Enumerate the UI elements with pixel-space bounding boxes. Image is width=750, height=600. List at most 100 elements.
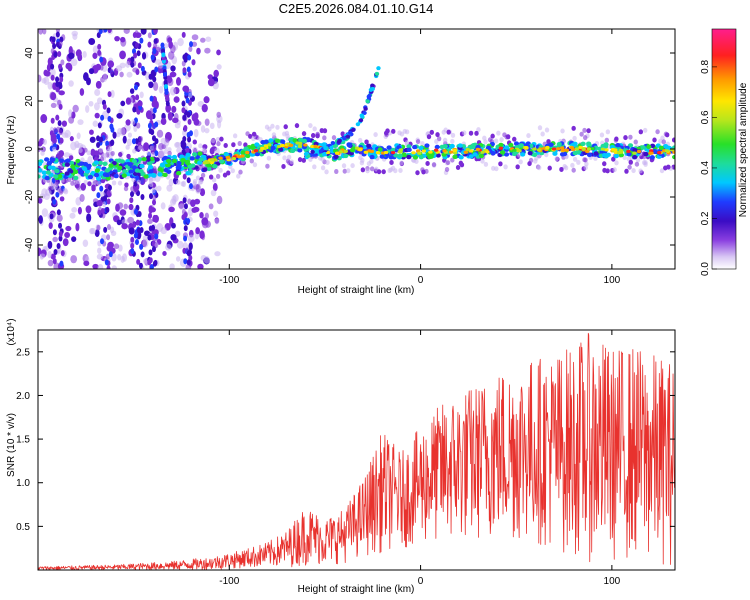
spectrogram-band-halo xyxy=(249,158,254,164)
spectrogram-band-cell xyxy=(601,153,608,158)
spectrogram-noise-cell xyxy=(191,207,198,213)
spectrogram-stripe-cell xyxy=(154,241,159,248)
spectrogram-band-cell xyxy=(95,176,102,181)
spectrogram-band-cell xyxy=(38,161,43,167)
spectrogram-band-cell xyxy=(64,162,70,167)
spectrogram-stripe-cell xyxy=(135,69,140,76)
spectrogram-band-halo xyxy=(429,129,434,135)
spectrogram-band-peak xyxy=(288,143,294,147)
spectrogram-noise-cell xyxy=(69,136,74,142)
spectrogram-stripe-cell xyxy=(151,246,156,253)
spectrogram-arc-cell xyxy=(345,134,351,139)
spectrogram-band-halo xyxy=(266,155,272,161)
spectrogram-band-halo xyxy=(175,179,181,185)
spectrogram-band-halo xyxy=(136,179,141,185)
spectrogram-band-peak xyxy=(225,155,231,160)
spectrogram-band-halo xyxy=(301,131,307,137)
spectrogram-stripe-cell xyxy=(147,122,152,129)
spectrogram-noise-cell xyxy=(208,203,214,210)
spectrogram-stripe-cell xyxy=(55,76,60,83)
spectrogram-band-cell xyxy=(478,153,485,159)
spectrogram-band-peak xyxy=(468,149,474,153)
snr-y-tick-label: 1.5 xyxy=(16,435,30,446)
spectrogram-band-cell xyxy=(471,143,477,148)
spectrogram-band-halo xyxy=(80,157,85,163)
spectrogram-stripe-cell xyxy=(53,248,58,255)
spectrogram-band-peak xyxy=(428,150,433,154)
spectrogram-band-halo xyxy=(48,181,54,187)
spectrogram-noise-cell xyxy=(141,52,147,60)
spectrogram-band-halo xyxy=(342,168,347,174)
spectrogram-band-peak xyxy=(245,150,250,155)
spectrogram-band-cell xyxy=(390,147,396,153)
colorbar: 0.0 0.2 0.4 0.6 0.8 Normalized spectral ampl… xyxy=(700,28,749,276)
spectrogram-band-cell xyxy=(254,142,260,147)
spectrogram-stripe-cell xyxy=(99,56,104,63)
spectrogram-band-cell xyxy=(93,160,99,165)
spectrogram-noise-cell xyxy=(111,265,118,269)
spectrogram-band-peak xyxy=(310,144,315,149)
spectrogram-noise-cell xyxy=(123,203,128,210)
spectrogram-band-cell xyxy=(143,174,149,179)
spectrogram-band-cell xyxy=(452,154,458,159)
spectrogram-band-cell xyxy=(75,158,81,164)
spectrogram-band-halo xyxy=(554,156,559,162)
colorbar-tick-label: 0.4 xyxy=(700,161,711,175)
spectrogram-noise-cell xyxy=(112,131,117,139)
spectrogram-stripe-cell xyxy=(130,236,135,243)
spectrogram-stripe-cell xyxy=(140,251,145,258)
spectrogram-band-cell xyxy=(254,151,260,157)
spectrogram-stripe-cell xyxy=(100,207,105,214)
spectrogram-band-cell xyxy=(527,151,533,156)
spectrogram-stripe-cell xyxy=(189,41,194,48)
spectrogram-band-halo xyxy=(308,156,313,162)
spectrogram-band-halo xyxy=(536,165,542,171)
spectrogram-band-halo xyxy=(86,150,92,156)
spectrogram-stripe-cell xyxy=(182,67,187,74)
spectrogram-noise-cell xyxy=(94,102,100,111)
spectrogram-noise-cell xyxy=(197,263,204,269)
spectrogram-band-peak xyxy=(369,149,375,153)
spectrogram-stripe-cell xyxy=(52,43,57,50)
spectrogram-y-tick-label: -20 xyxy=(24,189,35,204)
spectrogram-noise-cell xyxy=(169,263,175,269)
spectrogram-noise-cell xyxy=(126,71,133,78)
spectrogram-band-cell xyxy=(157,172,163,177)
spectrogram-band-halo xyxy=(283,124,288,130)
spectrogram-stripe-cell xyxy=(135,219,140,226)
spectrogram-stripe-cell xyxy=(96,135,101,142)
spectrogram-noise-cell xyxy=(116,219,122,226)
spectrogram-band-halo xyxy=(58,188,64,194)
spectrogram-noise-cell xyxy=(200,37,206,43)
spectrogram-band-peak xyxy=(590,146,595,151)
spectrogram-band-halo xyxy=(503,164,508,170)
spectrogram-noise-cell xyxy=(46,63,52,72)
spectrogram-band-cell xyxy=(424,143,430,148)
spectrogram-band-halo xyxy=(341,163,347,169)
spectrogram-noise-cell xyxy=(116,112,123,119)
spectrogram-band-halo xyxy=(340,131,345,137)
spectrogram-noise-cell xyxy=(118,244,123,252)
spectrogram-stripe-cell xyxy=(181,107,186,114)
spectrogram-stripe-cell xyxy=(152,216,157,223)
spectrogram-band-halo xyxy=(424,168,429,174)
spectrogram-band-cell xyxy=(46,160,53,166)
spectrogram-band-cell xyxy=(518,143,524,148)
spectrogram-band-halo xyxy=(398,167,403,173)
spectrogram-band-peak xyxy=(632,151,637,155)
spectrogram-band-halo xyxy=(635,157,641,163)
spectrogram-band-halo xyxy=(431,162,437,168)
spectrogram-band-halo xyxy=(324,169,329,175)
spectrogram-band-halo xyxy=(100,178,106,184)
colorbar-tick-label: 0.8 xyxy=(700,60,711,74)
spectrogram-band-cell xyxy=(226,160,232,165)
spectrogram-noise-cell xyxy=(86,77,91,86)
spectrogram-stripe-cell xyxy=(154,150,159,157)
spectrogram-noise-cell xyxy=(41,208,49,217)
spectrogram-band-halo xyxy=(559,166,564,172)
spectrogram-noise-cell xyxy=(169,86,177,96)
spectrogram-band-halo xyxy=(99,156,105,162)
spectrogram-stripe-cell xyxy=(96,141,101,148)
spectrogram-stripe-cell xyxy=(147,234,152,241)
spectrogram-stripe-cell xyxy=(105,140,110,147)
